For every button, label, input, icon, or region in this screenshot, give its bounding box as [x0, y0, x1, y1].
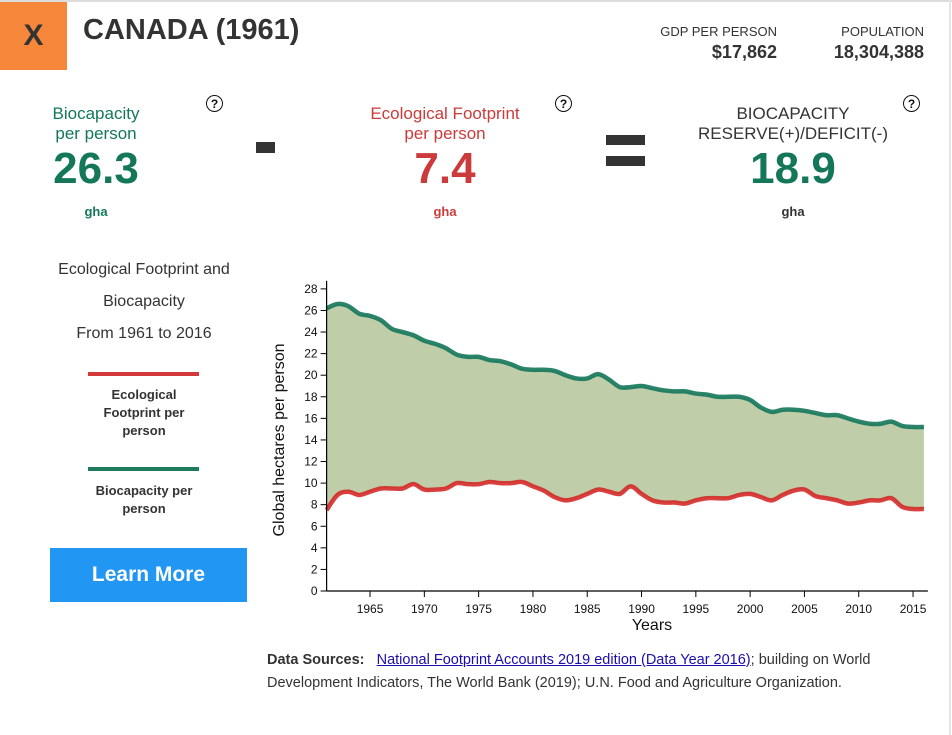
y-tick-label: 16 — [304, 411, 318, 425]
equals-sign-bottom — [606, 156, 645, 166]
y-tick-label: 12 — [304, 455, 318, 469]
legend-title-line2: Biocapacity — [103, 293, 185, 310]
x-tick-label: 2000 — [737, 602, 764, 616]
population-label: POPULATION — [841, 24, 924, 39]
footprint-legend-swatch — [88, 372, 199, 376]
biocapacity-line — [325, 301, 924, 430]
x-tick-label: 1990 — [628, 602, 655, 616]
reserve-label: BIOCAPACITY RESERVE(+)/DEFICIT(-) — [680, 104, 906, 144]
biocapacity-legend-label: Biocapacity per person — [95, 483, 193, 516]
y-tick-label: 4 — [311, 541, 318, 555]
reserve-area — [326, 303, 924, 511]
y-tick-label: 18 — [304, 390, 318, 404]
legend-title-line3: From 1961 to 2016 — [76, 325, 212, 342]
legend-title-line1: Ecological Footprint and — [58, 261, 230, 278]
population-value: 18,304,388 — [833, 42, 924, 62]
footprint-help-icon[interactable]: ? — [555, 95, 572, 112]
x-tick-label: 1995 — [682, 602, 709, 616]
biocapacity-label: Biocapacity per person — [36, 104, 156, 144]
x-tick-label: 2005 — [791, 602, 818, 616]
data-sources: Data Sources: National Footprint Account… — [267, 649, 927, 695]
footprint-legend-label: Ecological Footprint per person — [103, 387, 185, 438]
y-tick-label: 24 — [304, 325, 318, 339]
footprint-label-line2: per person — [404, 124, 486, 143]
x-tick-label: 1985 — [574, 602, 601, 616]
country-title: CANADA (1961) — [83, 14, 300, 46]
footprint-label-line1: Ecological Footprint — [370, 104, 520, 123]
footprint-unit: gha — [433, 204, 457, 219]
biocapacity-legend-swatch — [88, 467, 199, 471]
x-tick-label: 1970 — [411, 602, 438, 616]
y-tick-label: 28 — [304, 282, 318, 296]
footprint-line — [324, 479, 924, 512]
biocapacity-label-line1: Biocapacity — [52, 104, 140, 123]
y-tick-label: 6 — [311, 519, 318, 533]
y-tick-label: 22 — [304, 347, 318, 361]
data-sources-text: ; building on World Development Indicato… — [267, 652, 871, 691]
y-tick-label: 20 — [304, 368, 318, 382]
top-border — [0, 0, 952, 2]
reserve-help-icon[interactable]: ? — [903, 95, 920, 112]
reserve-label-line2: RESERVE(+)/DEFICIT(-) — [697, 124, 888, 143]
biocapacity-label-line2: per person — [55, 124, 137, 143]
biocapacity-value: 26.3 — [53, 144, 139, 193]
y-tick-label: 14 — [304, 433, 318, 447]
y-tick-label: 26 — [304, 303, 318, 317]
national-footprint-accounts-link[interactable]: National Footprint Accounts 2019 edition… — [376, 652, 751, 668]
y-tick-label: 0 — [311, 584, 318, 598]
close-button[interactable]: X — [0, 2, 67, 70]
y-tick-label: 8 — [311, 498, 318, 512]
data-sources-label: Data Sources: — [267, 652, 365, 668]
x-tick-label: 1980 — [520, 602, 547, 616]
reserve-label-line1: BIOCAPACITY — [736, 104, 850, 123]
biocapacity-help-icon[interactable]: ? — [206, 95, 223, 112]
minus-sign — [256, 142, 275, 153]
x-tick-label: 1965 — [357, 602, 384, 616]
footprint-label: Ecological Footprint per person — [355, 104, 535, 144]
gdp-value: $17,862 — [711, 42, 777, 62]
x-tick-label: 1975 — [465, 602, 492, 616]
x-axis-label: Years — [632, 617, 672, 634]
gdp-label: GDP PER PERSON — [660, 24, 777, 39]
y-axis-label: Global hectares per person — [271, 343, 288, 536]
biocapacity-unit: gha — [84, 204, 108, 219]
x-tick-label: 2010 — [845, 602, 872, 616]
x-tick-label: 2015 — [900, 602, 927, 616]
footprint-value: 7.4 — [414, 144, 476, 193]
y-tick-label: 10 — [304, 476, 318, 490]
equals-sign-top — [606, 135, 645, 145]
learn-more-button[interactable]: Learn More — [50, 548, 247, 602]
y-tick-label: 2 — [311, 562, 318, 576]
right-border — [949, 0, 951, 735]
reserve-value: 18.9 — [750, 144, 836, 193]
reserve-unit: gha — [781, 204, 805, 219]
